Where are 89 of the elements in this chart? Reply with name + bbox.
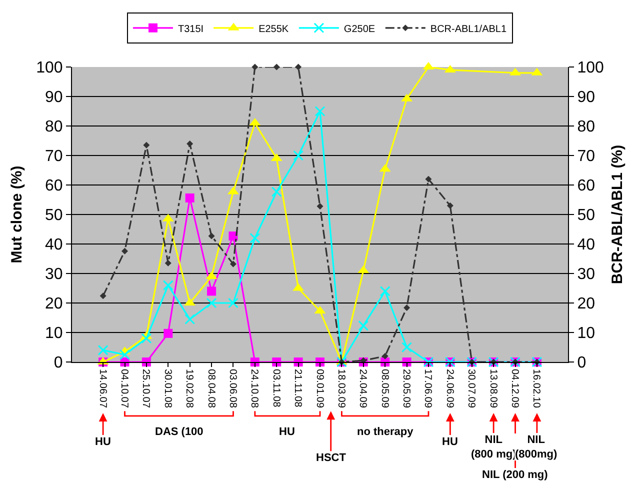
x-tick-label: 29.05.09 bbox=[400, 369, 412, 408]
x-tick-label: 25.10.07 bbox=[140, 369, 152, 408]
point bbox=[141, 333, 152, 344]
y2-tick-label: 90 bbox=[577, 89, 596, 106]
y-tick-label: 80 bbox=[45, 118, 63, 136]
point bbox=[295, 64, 302, 70]
point bbox=[404, 304, 410, 311]
x-tick-label: 16.02.10 bbox=[530, 369, 542, 408]
point bbox=[164, 328, 173, 338]
point bbox=[380, 286, 390, 296]
y2-tick-label: 100 bbox=[577, 60, 604, 77]
point bbox=[273, 64, 280, 70]
x-tick-label: 30.07.09 bbox=[466, 369, 477, 408]
legend-label: BCR-ABL1/ABL1 bbox=[430, 24, 507, 35]
y2-tick-label: 30 bbox=[577, 266, 596, 284]
y-tick-label: 60 bbox=[45, 178, 63, 195]
text: HSCT bbox=[316, 452, 346, 464]
point bbox=[402, 342, 412, 352]
x-tick-label: 30.01.08 bbox=[162, 369, 173, 408]
point bbox=[206, 298, 217, 308]
point bbox=[100, 292, 106, 300]
y2-axis-title: BCR-ABL/ABL1 (%) bbox=[608, 144, 626, 284]
point bbox=[162, 280, 174, 291]
y-tick-label: 100 bbox=[36, 60, 63, 77]
text: HU bbox=[279, 426, 295, 438]
point bbox=[382, 352, 388, 360]
x-tick-label: 24.04.09 bbox=[357, 369, 368, 408]
point bbox=[316, 202, 324, 210]
point bbox=[314, 106, 326, 116]
point bbox=[228, 298, 238, 308]
x-tick-label: 03.06.08 bbox=[226, 369, 238, 408]
y-tick-label: 50 bbox=[45, 207, 63, 224]
point bbox=[184, 314, 196, 324]
legend-label: G250E bbox=[344, 24, 376, 35]
x-tick-label: 21.11.08 bbox=[292, 369, 304, 408]
x-tick-label: 08.04.08 bbox=[205, 369, 216, 408]
text: DAS (100 bbox=[155, 426, 204, 438]
point bbox=[185, 193, 194, 202]
y-axis-title: Mut clone (%) bbox=[8, 166, 26, 264]
point bbox=[425, 176, 432, 182]
point bbox=[358, 320, 369, 331]
y2-tick-label: 0 bbox=[577, 354, 586, 372]
y2-tick-label: 50 bbox=[577, 207, 596, 224]
x-tick-label: 24.06.09 bbox=[444, 369, 455, 408]
point bbox=[207, 286, 216, 296]
point bbox=[271, 186, 282, 198]
y-tick-label: 0 bbox=[54, 354, 63, 372]
text: NIL (800mg) bbox=[515, 434, 558, 460]
y2-tick-label: 60 bbox=[577, 178, 596, 195]
y-tick-label: 20 bbox=[45, 296, 63, 313]
x-tick-label: 09.01.09 bbox=[314, 369, 325, 408]
y-tick-label: 30 bbox=[45, 266, 63, 284]
point bbox=[250, 232, 260, 244]
x-tick-label: 04.10.07 bbox=[118, 369, 130, 408]
x-tick-label: 17.06.09 bbox=[422, 369, 434, 408]
point bbox=[230, 260, 236, 268]
point bbox=[446, 202, 454, 209]
x-tick-label: 14.06.07 bbox=[96, 369, 108, 408]
y2-tick-label: 40 bbox=[577, 236, 596, 254]
y-tick-label: 90 bbox=[45, 89, 63, 106]
point bbox=[186, 140, 194, 147]
x-tick-label: 03.11.08 bbox=[270, 369, 282, 408]
y-tick-label: 40 bbox=[45, 236, 63, 254]
text: no therapy bbox=[357, 426, 414, 438]
x-tick-label: 19.02.08 bbox=[184, 369, 195, 408]
point bbox=[143, 142, 150, 148]
point bbox=[208, 232, 215, 240]
y2-tick-label: 70 bbox=[577, 148, 596, 166]
point bbox=[120, 349, 130, 360]
y2-tick-label: 10 bbox=[577, 325, 596, 342]
x-tick-label: 24.10.08 bbox=[248, 369, 260, 408]
y-tick-label: 70 bbox=[45, 148, 63, 166]
point bbox=[293, 150, 304, 161]
x-tick-label: 08.05.09 bbox=[378, 369, 390, 408]
x-tick-label: 04.12.09 bbox=[509, 369, 520, 408]
x-tick-label: 13.08.09 bbox=[487, 369, 498, 408]
point bbox=[252, 64, 258, 70]
point bbox=[98, 344, 108, 356]
point bbox=[122, 248, 128, 254]
legend-label: T315I bbox=[178, 24, 204, 35]
y-tick-label: 10 bbox=[45, 325, 63, 342]
y2-tick-label: 20 bbox=[577, 296, 596, 313]
text: HU bbox=[95, 436, 111, 448]
text: HU bbox=[442, 436, 458, 448]
text: NIL (200 mg) bbox=[482, 469, 548, 481]
legend-label: E255K bbox=[258, 24, 289, 35]
point bbox=[164, 260, 172, 266]
y2-tick-label: 80 bbox=[577, 118, 596, 136]
x-tick-label: 18.03.09 bbox=[335, 369, 346, 408]
